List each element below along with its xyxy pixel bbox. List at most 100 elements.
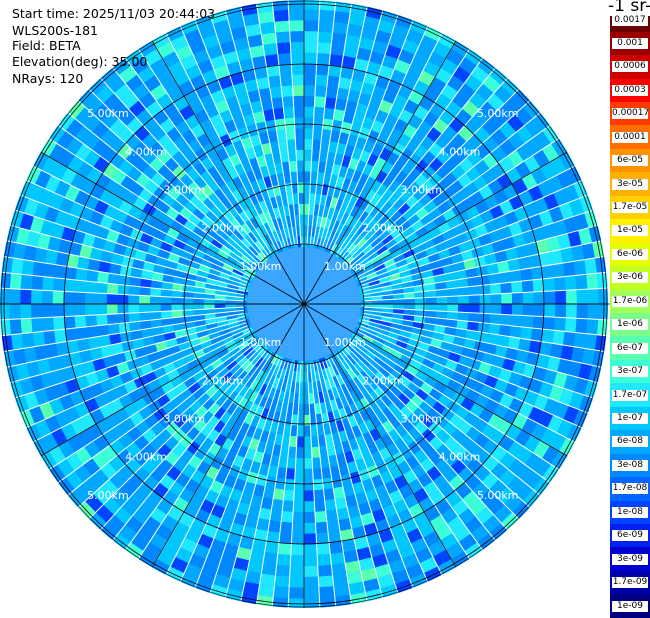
range-gate (313, 489, 325, 502)
range-gate (371, 304, 383, 309)
range-gate (193, 418, 207, 433)
ray-separator (357, 165, 576, 278)
range-gate (413, 315, 426, 324)
range-gate (440, 186, 455, 201)
range-gate (256, 344, 266, 355)
range-gate (349, 123, 362, 137)
range-gate (187, 213, 201, 227)
range-gate (360, 226, 372, 238)
range-gate (44, 175, 61, 193)
range-gate (316, 172, 325, 184)
range-gate (197, 533, 214, 549)
range-gate (103, 497, 122, 515)
range-gate (184, 28, 203, 45)
range-gate (204, 103, 220, 119)
range-gate (359, 397, 371, 410)
range-gate (275, 564, 291, 577)
range-gate (100, 462, 118, 480)
range-gate (201, 232, 215, 244)
range-gate (105, 229, 120, 244)
range-gate (207, 243, 220, 254)
range-gate (374, 437, 387, 452)
range-gate (576, 304, 588, 319)
range-gate (428, 226, 442, 239)
range-gate (418, 496, 436, 513)
range-gate (596, 272, 608, 289)
range-gate (106, 514, 126, 533)
ray-separator (319, 10, 384, 247)
range-gate (221, 437, 234, 452)
range-gate (335, 222, 345, 234)
range-gate (33, 152, 49, 171)
range-gate (373, 209, 386, 222)
range-gate (497, 103, 515, 122)
range-gate (329, 465, 341, 478)
range-gate (447, 295, 459, 304)
range-gate (304, 225, 309, 237)
range-gate (128, 304, 140, 314)
range-gate (290, 171, 298, 183)
range-gate (251, 258, 262, 269)
range-gate (149, 84, 168, 101)
range-gate (198, 237, 211, 249)
range-gate (21, 332, 35, 349)
range-gate (170, 34, 189, 52)
range-gate (512, 178, 528, 195)
range-gate (378, 382, 391, 395)
range-ring-label: 4.00km (439, 145, 481, 158)
range-gate (0, 319, 12, 336)
range-gate (219, 109, 234, 124)
range-gate (533, 291, 545, 304)
range-gate (175, 44, 193, 61)
range-gate (275, 31, 291, 44)
range-gate (236, 502, 251, 516)
range-ring-label: 2.00km (362, 374, 404, 387)
range-gate (226, 192, 238, 206)
range-gate (390, 523, 407, 539)
range-gate (374, 484, 389, 499)
range-gate (28, 184, 45, 203)
range-gate (106, 313, 119, 325)
range-gate (375, 170, 388, 184)
range-gate (382, 217, 395, 230)
ray-separator (315, 6, 368, 246)
range-gate (378, 276, 391, 284)
range-gate (233, 367, 245, 379)
range-gate (251, 242, 262, 254)
range-gate (283, 358, 290, 370)
range-gate (321, 466, 332, 479)
range-gate (149, 507, 168, 524)
range-gate (312, 468, 323, 480)
range-gate (263, 385, 272, 398)
range-gate (232, 393, 244, 407)
range-gate (337, 235, 347, 248)
ray-separator (194, 359, 283, 588)
range-gate (481, 352, 495, 365)
range-gate (304, 95, 315, 107)
range-gate (276, 173, 285, 185)
range-gate (344, 256, 355, 266)
range-gate (378, 249, 391, 260)
range-gate (381, 344, 394, 355)
range-gate (205, 349, 218, 360)
range-gate (231, 189, 244, 202)
range-gate (284, 413, 293, 426)
range-gate (358, 318, 370, 325)
range-gate (70, 418, 87, 436)
range-gate (353, 270, 365, 279)
range-gate (180, 54, 198, 71)
range-gate (424, 283, 436, 292)
range-gate (201, 364, 215, 376)
range-gate (446, 516, 465, 533)
range-gate (423, 323, 435, 332)
range-gate (236, 370, 248, 382)
range-gate (388, 558, 406, 574)
range-gate (251, 339, 262, 350)
range-gate (304, 371, 309, 383)
range-gate (363, 578, 381, 593)
range-gate (198, 23, 217, 40)
range-gate (34, 345, 48, 361)
range-gate (99, 378, 114, 394)
range-gate (267, 375, 276, 388)
range-gate (1, 256, 14, 274)
